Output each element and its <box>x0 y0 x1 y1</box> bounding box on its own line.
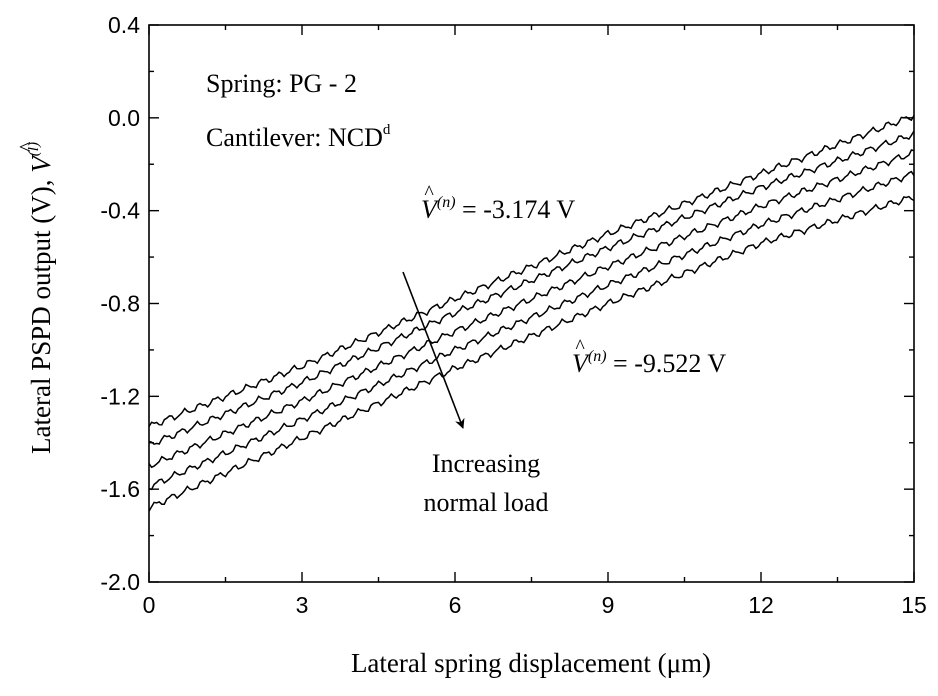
y-axis-hat: ^ <box>14 141 39 152</box>
top-voltage-value: = -3.174 V <box>456 195 576 224</box>
y-axis-symbol: V <box>26 153 56 173</box>
top-voltage-label: ^ V(n) = -3.174 V <box>421 182 575 224</box>
cantilever-label: Cantilever: NCD <box>206 123 383 152</box>
top-voltage-superscript: (n) <box>437 194 456 211</box>
series-line-5 <box>148 195 915 512</box>
bottom-voltage-superscript: (n) <box>588 348 607 365</box>
y-axis-title: Lateral PSPD output (V), V(l) <box>26 142 56 454</box>
bottom-voltage-symbol: V <box>572 349 591 378</box>
arrow-label-line2: normal load <box>424 488 549 517</box>
y-tick-label: 0.0 <box>108 105 140 131</box>
top-voltage-hat: ^ <box>424 182 434 204</box>
series-line-2 <box>148 130 915 446</box>
y-tick-label: -1.2 <box>100 383 140 409</box>
x-tick-label: 0 <box>143 592 156 618</box>
axis-ticks: 0 3 6 9 12 15 -2.0 -1.6 -1.2 -0.8 -0.4 0.0 0.4 <box>100 12 926 618</box>
y-axis-title-text: Lateral PSPD output (V), <box>26 173 56 454</box>
bottom-voltage-value: = -9.522 V <box>607 349 727 378</box>
x-tick-label: 9 <box>602 592 615 618</box>
bottom-voltage-text: V(n) = -9.522 V <box>572 348 726 378</box>
svg-text:Lateral PSPD output (V), V(l): Lateral PSPD output (V), V(l) <box>26 142 56 454</box>
x-tick-label: 3 <box>296 592 309 618</box>
series-line-1 <box>148 115 915 427</box>
x-tick-label: 15 <box>901 592 927 618</box>
y-axis-superscript: (l) <box>26 142 42 156</box>
bottom-voltage-label: ^ V(n) = -9.522 V <box>572 336 726 378</box>
spring-annotation: Spring: PG - 2 <box>206 69 357 98</box>
x-axis-title: Lateral spring displacement (μm) <box>351 648 711 678</box>
y-tick-label: -2.0 <box>100 569 140 595</box>
y-tick-label: 0.4 <box>108 12 140 38</box>
x-tick-label: 12 <box>748 592 774 618</box>
cantilever-annotation: Cantilever: NCDd <box>206 122 391 152</box>
x-tick-label: 6 <box>449 592 462 618</box>
y-tick-label: -1.6 <box>100 476 140 502</box>
series-line-3 <box>148 149 915 469</box>
top-voltage-symbol: V <box>421 195 440 224</box>
arrow-label-line1: Increasing <box>432 449 540 478</box>
y-tick-label: -0.8 <box>100 291 140 317</box>
y-tick-label: -0.4 <box>100 198 140 224</box>
normal-load-arrow <box>402 271 465 429</box>
cantilever-superscript: d <box>383 122 391 138</box>
top-voltage-text: V(n) = -3.174 V <box>421 194 575 224</box>
bottom-voltage-hat: ^ <box>575 336 585 358</box>
series-line-4 <box>148 170 915 491</box>
series-group <box>148 115 915 512</box>
